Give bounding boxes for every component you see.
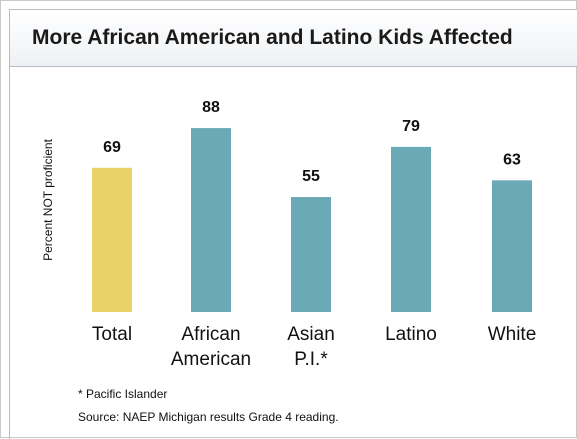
footnote-note: * Pacific Islander: [78, 387, 168, 401]
x-tick-label: White: [488, 324, 537, 345]
x-tick-label: P.I.*: [294, 349, 328, 370]
footnote-source: Source: NAEP Michigan results Grade 4 re…: [78, 410, 339, 424]
x-tick-label: Asian: [287, 324, 335, 345]
bar-total: [92, 167, 132, 312]
data-label: 88: [202, 99, 220, 116]
chart-title: More African American and Latino Kids Af…: [32, 26, 513, 49]
chart-area: [9, 67, 577, 439]
data-label: 79: [402, 118, 420, 135]
data-label: 55: [302, 168, 320, 185]
bar-white: [492, 180, 532, 312]
title-bar: More African American and Latino Kids Af…: [9, 9, 577, 67]
x-tick-label: American: [171, 349, 251, 370]
x-tick-label: Total: [92, 324, 132, 345]
bar-asian: [291, 197, 331, 312]
x-tick-label: Latino: [385, 324, 437, 345]
y-axis-label: Percent NOT proficient: [41, 138, 55, 260]
x-tick-label: African: [181, 324, 240, 345]
data-label: 69: [103, 139, 121, 156]
bar-african: [191, 128, 231, 312]
data-label: 63: [503, 151, 521, 168]
bar-latino: [391, 146, 431, 312]
